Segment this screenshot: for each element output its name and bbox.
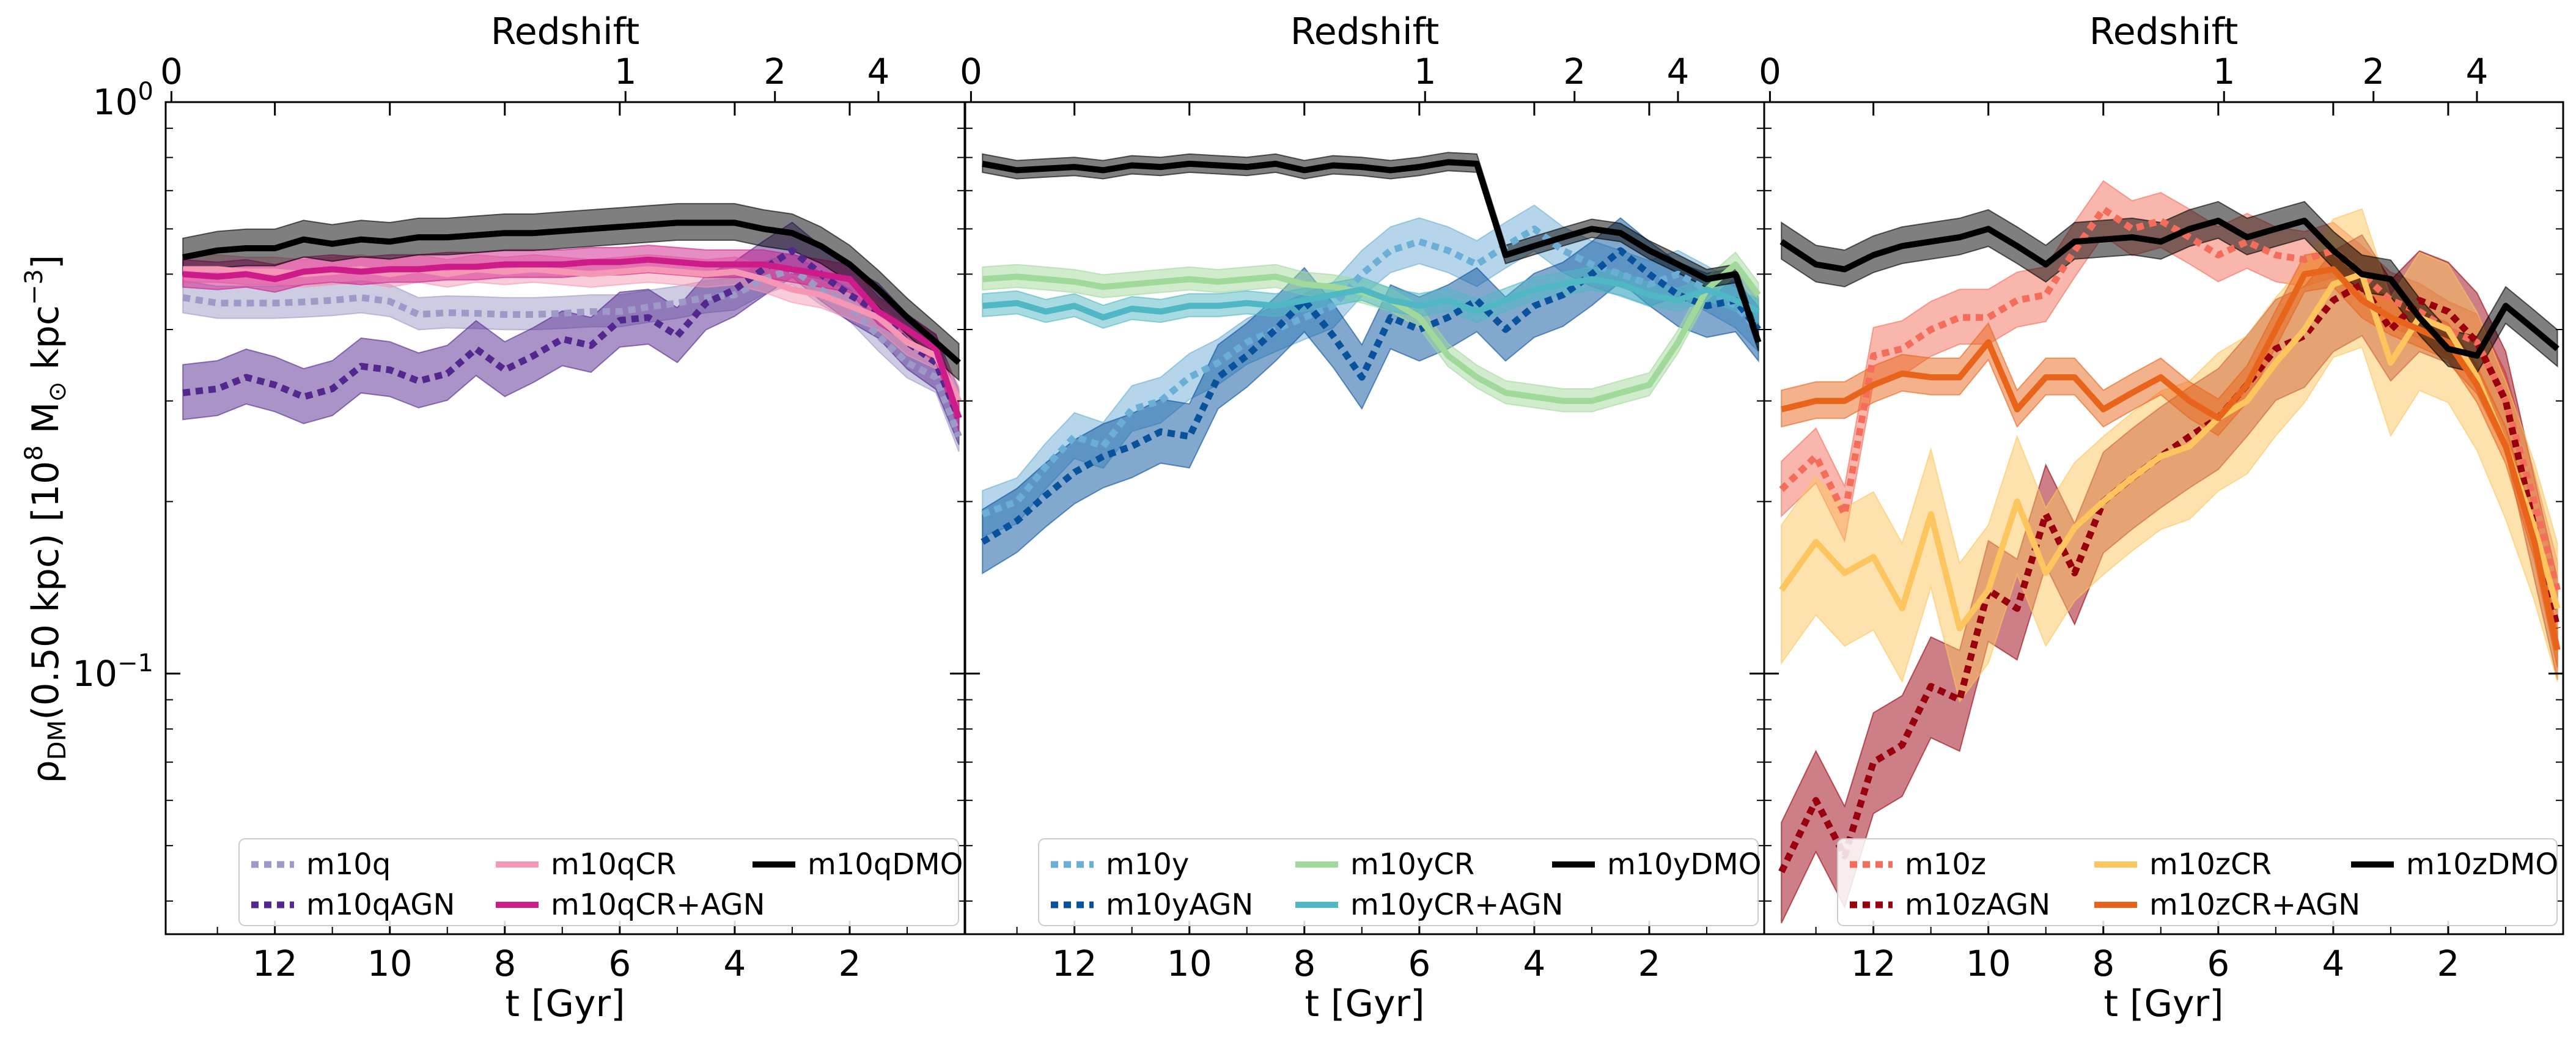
line-m10zAGN — [1778, 281, 2561, 874]
x-tick-label: 2 — [838, 943, 861, 984]
ylabel-sun: ⊙ — [43, 381, 72, 402]
redshift-tick-label: 1 — [2213, 51, 2236, 92]
redshift-tick-label: 4 — [2466, 51, 2489, 92]
legend-label: m10zDMO — [2406, 847, 2558, 882]
plot-frame — [964, 101, 1765, 935]
plot-area — [1778, 180, 2561, 924]
x-tick-label: 8 — [2092, 943, 2114, 984]
redshift-tick-label: 0 — [160, 51, 183, 92]
legend-label: m10qAGN — [306, 888, 455, 922]
legend-label: m10qCR — [551, 847, 676, 882]
x-axis-label: t [Gyr] — [505, 982, 625, 1025]
legend-label: m10yCR+AGN — [1350, 888, 1563, 922]
x-tick-label: 12 — [1052, 943, 1097, 984]
band-m10yDMO — [982, 152, 1759, 352]
y-axis-label: ρDM(0.50 kpc) [108 M⊙ kpc−3] — [20, 255, 72, 784]
x-tick-label: 6 — [1408, 943, 1430, 984]
legend-label: m10zCR — [2149, 847, 2272, 882]
x-tick-label: 2 — [1638, 943, 1660, 984]
x-axis-label: t [Gyr] — [1305, 982, 1424, 1025]
line-m10yCR+AGN — [982, 276, 1760, 321]
legend-box — [1837, 838, 2558, 926]
line-m10qDMO — [182, 219, 961, 365]
legend-label: m10yDMO — [1607, 847, 1761, 882]
x-tick-label: 10 — [367, 943, 413, 984]
redshift-tick-label: 4 — [1667, 51, 1690, 92]
ylabel-sup1: 8 — [20, 445, 48, 460]
x-tick-label: 4 — [1523, 943, 1545, 984]
ylabel-mid: (0.50 kpc) [10 — [24, 461, 67, 720]
y-tick-exp: 0 — [138, 78, 153, 106]
redshift-tick-label: 0 — [1759, 51, 1781, 92]
panel-m10q: 12 10 8 6 4 2t [Gyr]0 1 2 4Redshift10010−1m10qm1… — [72, 10, 966, 1025]
panel-m10z: 12 10 8 6 4 2t [Gyr]0 1 2 4Redshiftm10zm10zAGNm1… — [1759, 10, 2564, 1025]
x-tick-label: 10 — [1966, 943, 2011, 984]
plot-frame — [1763, 101, 2564, 935]
redshift-axis-label: Redshift — [2089, 10, 2239, 53]
svg-text:ρDM(0.50 kpc) [108 M⊙ kpc−3]: ρDM(0.50 kpc) [108 M⊙ kpc−3] — [20, 255, 72, 784]
y-tick-label: 10−1 — [72, 649, 153, 695]
legend-box — [1038, 838, 1759, 926]
y-tick-exp: −1 — [117, 649, 153, 677]
line-m10y — [981, 225, 1761, 518]
legend: m10z m10zAGN m10zCR m10zCR+AGN m10zDMO — [1837, 838, 2558, 926]
y-tick-base: 10 — [72, 653, 117, 695]
ylabel-sub: DM — [43, 720, 72, 760]
band-m10qDMO — [182, 203, 960, 382]
plot-area — [182, 203, 962, 452]
x-tick-label: 10 — [1167, 943, 1212, 984]
x-tick-label: 6 — [608, 943, 631, 984]
redshift-axis-label: Redshift — [1290, 10, 1440, 53]
line-m10qAGN — [182, 247, 962, 419]
ylabel-sup2: −3 — [20, 269, 48, 305]
legend: m10y m10yAGN m10yCR m10yCR+AGN m10yDMO — [1038, 838, 1761, 926]
plot-area — [981, 152, 1762, 575]
line-m10yDMO — [982, 159, 1762, 344]
redshift-tick-label: 1 — [614, 51, 637, 92]
x-tick-label: 12 — [1851, 943, 1896, 984]
ylabel-kpc: kpc — [24, 305, 67, 381]
ylabel-close: ] — [24, 255, 67, 269]
legend-label: m10q — [306, 847, 391, 882]
legend: m10q m10qAGN m10qCR m10qCR+AGN m10qDMO — [238, 838, 963, 926]
legend-label: m10zAGN — [1905, 888, 2050, 922]
line-m10zDMO — [1779, 218, 2559, 359]
redshift-tick-label: 4 — [867, 51, 890, 92]
x-tick-label: 6 — [2207, 943, 2229, 984]
ylabel-unit: M — [24, 402, 67, 445]
y-tick-base: 10 — [93, 81, 138, 123]
redshift-axis-label: Redshift — [491, 10, 640, 53]
ylabel-rho: ρ — [24, 760, 67, 783]
x-axis-label: t [Gyr] — [2103, 982, 2223, 1025]
x-tick-label: 2 — [2437, 943, 2459, 984]
x-tick-label: 8 — [493, 943, 516, 984]
legend-box — [238, 838, 959, 926]
legend-label: m10qCR+AGN — [551, 888, 765, 922]
redshift-tick-label: 2 — [1563, 51, 1586, 92]
redshift-tick-label: 1 — [1414, 51, 1437, 92]
line-m10qCR+AGN — [182, 256, 962, 419]
legend-label: m10y — [1106, 847, 1189, 882]
legend-label: m10zCR+AGN — [2149, 888, 2360, 922]
x-tick-label: 12 — [252, 943, 298, 984]
redshift-tick-label: 0 — [960, 51, 982, 92]
legend-label: m10z — [1905, 847, 1986, 882]
redshift-tick-label: 2 — [764, 51, 786, 92]
x-tick-label: 4 — [2322, 943, 2344, 984]
panel-m10y: 12 10 8 6 4 2t [Gyr]0 1 2 4Redshiftm10ym10yAGNm1… — [960, 10, 1765, 1025]
x-tick-label: 8 — [1293, 943, 1316, 984]
legend-label: m10yAGN — [1106, 888, 1253, 922]
line-m10zCR — [1779, 271, 2561, 632]
legend-label: m10yCR — [1350, 847, 1474, 882]
x-tick-label: 4 — [723, 943, 746, 984]
band-m10zDMO — [1781, 201, 2558, 374]
legend-label: m10qDMO — [808, 847, 963, 882]
redshift-tick-label: 2 — [2362, 51, 2385, 92]
y-tick-label: 100 — [93, 78, 153, 123]
